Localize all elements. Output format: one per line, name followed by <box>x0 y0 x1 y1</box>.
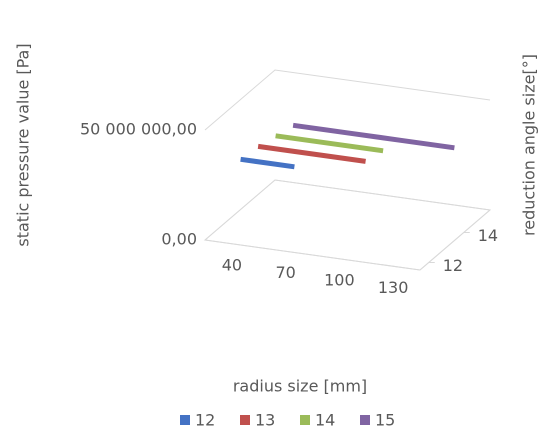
x-tick-label: 70 <box>275 263 295 282</box>
legend-label: 15 <box>375 411 395 430</box>
x-tick-label: 100 <box>324 270 355 289</box>
legend-swatch <box>300 415 310 425</box>
z-axis <box>419 209 491 271</box>
grid-line <box>204 179 491 241</box>
legend-label: 13 <box>255 411 275 430</box>
z-tick-label: 12 <box>443 256 463 275</box>
z-tick-label: 14 <box>478 226 498 245</box>
series-line <box>292 122 455 151</box>
legend-swatch <box>360 415 370 425</box>
y-tick-label: 50 000 000,00 <box>80 120 197 139</box>
legend-swatch <box>180 415 190 425</box>
legend-label: 12 <box>195 411 215 430</box>
z-axis-title: reduction angle size[°] <box>520 54 539 236</box>
legend-label: 14 <box>315 411 335 430</box>
x-axis-title: radius size [mm] <box>233 377 367 396</box>
x-axis <box>204 239 421 271</box>
y-axis-title: static pressure value [Pa] <box>14 43 33 246</box>
legend-swatch <box>240 415 250 425</box>
series-line <box>257 143 366 164</box>
y-tick-label: 0,00 <box>161 230 197 249</box>
x-tick-label: 40 <box>222 255 242 274</box>
grid-line <box>204 69 491 131</box>
series-line <box>240 156 295 170</box>
series-line <box>275 133 384 154</box>
x-tick-label: 130 <box>378 278 409 297</box>
